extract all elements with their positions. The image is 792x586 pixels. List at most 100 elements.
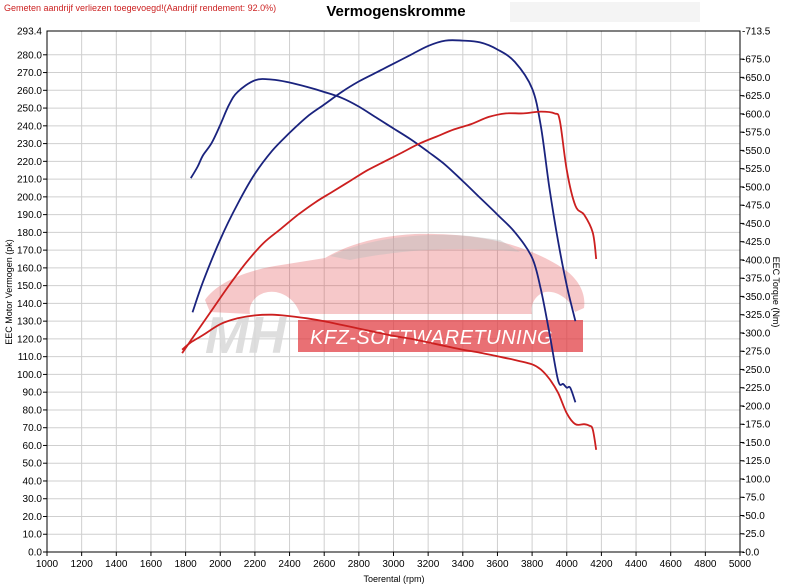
x-tick-label: 4600 (660, 559, 683, 570)
right-tick-label: -125.0 (742, 456, 771, 467)
right-tick-label: -400.0 (742, 255, 771, 266)
right-tick-label: -100.0 (742, 474, 771, 485)
right-tick-label: -625.0 (742, 91, 771, 102)
left-tick-label: 250.0 (17, 104, 42, 115)
x-tick-label: 3600 (486, 559, 509, 570)
right-tick-label: -375.0 (742, 274, 771, 285)
watermark-brand-text: KFZ-SOFTWARETUNING (310, 327, 553, 349)
y-axis-right-label: EEC Torque (Nm) (771, 257, 781, 328)
x-tick-label: 1000 (36, 559, 59, 570)
x-tick-label: 3000 (382, 559, 405, 570)
watermark-car-silhouette (205, 233, 585, 314)
left-tick-label: 20.0 (23, 512, 43, 523)
watermark-car-roof (330, 234, 520, 260)
right-tick-label: -75.0 (742, 493, 765, 504)
right-tick-label: -600.0 (742, 109, 771, 120)
x-tick-label: 1600 (140, 559, 163, 570)
tuned-torque-line (190, 78, 577, 403)
left-tick-label: 180.0 (17, 228, 42, 239)
left-tick-label: 140.0 (17, 299, 42, 310)
x-tick-label: 2400 (278, 559, 301, 570)
right-tick-label: -0.0 (742, 548, 760, 559)
tuned-power-line (191, 39, 577, 322)
right-tick-label: -525.0 (742, 164, 771, 175)
left-top-label: 293.4 (17, 27, 42, 38)
x-tick-label: 3200 (417, 559, 440, 570)
right-tick-label: -475.0 (742, 201, 771, 212)
left-tick-label: 190.0 (17, 210, 42, 221)
x-tick-label: 4800 (694, 559, 717, 570)
chart-title: Vermogenskromme (326, 3, 466, 20)
left-tick-label: 200.0 (17, 192, 42, 203)
left-tick-label: 120.0 (17, 334, 42, 345)
left-tick-label: 60.0 (23, 441, 43, 452)
x-tick-label: 1400 (105, 559, 128, 570)
right-top-label: -713.5 (742, 27, 771, 38)
x-tick-label: 4000 (556, 559, 579, 570)
right-tick-label: -425.0 (742, 237, 771, 248)
right-tick-label: -200.0 (742, 401, 771, 412)
drivetrain-loss-note: Gemeten aandrijf verliezen toegevoegd!(A… (4, 3, 277, 13)
left-tick-label: 260.0 (17, 86, 42, 97)
left-tick-label: 70.0 (23, 423, 43, 434)
left-tick-label: 220.0 (17, 157, 42, 168)
left-axis-ticks: 0.0 10.0 20.0 30.0 40.0 50.0 60.0 70.0 80.0 90.0 1… (17, 27, 47, 559)
left-tick-label: 150.0 (17, 281, 42, 292)
right-tick-label: -150.0 (742, 438, 771, 449)
left-tick-label: 130.0 (17, 317, 42, 328)
right-tick-label: -500.0 (742, 182, 771, 193)
right-tick-label: -575.0 (742, 128, 771, 139)
series-layer (181, 39, 598, 450)
title-backdrop (510, 2, 700, 22)
left-tick-label: 210.0 (17, 175, 42, 186)
left-tick-label: 0.0 (28, 548, 42, 559)
right-tick-label: -675.0 (742, 55, 771, 66)
right-tick-label: -225.0 (742, 383, 771, 394)
x-tick-label: 1800 (174, 559, 197, 570)
x-tick-label: 2600 (313, 559, 336, 570)
x-axis-label: Toerental (rpm) (363, 574, 424, 584)
left-tick-label: 50.0 (23, 459, 43, 470)
x-tick-label: 3800 (521, 559, 544, 570)
right-tick-label: -275.0 (742, 347, 771, 358)
left-tick-label: 80.0 (23, 405, 43, 416)
left-tick-label: 40.0 (23, 476, 43, 487)
right-tick-label: -450.0 (742, 219, 771, 230)
left-tick-label: 240.0 (17, 121, 42, 132)
right-tick-label: -650.0 (742, 73, 771, 84)
x-tick-label: 2800 (348, 559, 371, 570)
left-tick-label: 10.0 (23, 530, 43, 541)
x-tick-label: 2000 (209, 559, 232, 570)
right-tick-label: -50.0 (742, 511, 765, 522)
left-tick-label: 170.0 (17, 246, 42, 257)
x-axis-ticks: 1000 1200 1400 1600 1800 2000 2200 2400 2600 2800… (36, 552, 752, 570)
grid (47, 31, 740, 552)
x-tick-label: 1200 (71, 559, 94, 570)
x-tick-label: 4200 (590, 559, 613, 570)
right-tick-label: -350.0 (742, 292, 771, 303)
stock-torque-line (181, 313, 598, 450)
x-tick-label: 2200 (244, 559, 267, 570)
left-tick-label: 230.0 (17, 139, 42, 150)
left-tick-label: 280.0 (17, 50, 42, 61)
right-tick-label: -25.0 (742, 529, 765, 540)
left-tick-label: 30.0 (23, 494, 43, 505)
right-tick-label: -300.0 (742, 328, 771, 339)
stock-power-line (181, 110, 598, 354)
watermark: MH KFZ-SOFTWARETUNING (205, 233, 585, 365)
right-axis-ticks: -0.0 -25.0 -50.0 -75.0 -100.0 -125.0 -150.0 -17… (740, 27, 771, 559)
right-tick-label: -325.0 (742, 310, 771, 321)
right-tick-label: -550.0 (742, 146, 771, 157)
right-tick-label: -175.0 (742, 420, 771, 431)
y-axis-left-label: EEC Motor Vermogen (pk) (4, 239, 14, 345)
left-tick-label: 110.0 (18, 352, 43, 363)
x-tick-label: 5000 (729, 559, 752, 570)
left-tick-label: 90.0 (23, 388, 43, 399)
x-tick-label: 4400 (625, 559, 648, 570)
left-tick-label: 100.0 (17, 370, 42, 381)
x-tick-label: 3400 (452, 559, 475, 570)
right-tick-label: -250.0 (742, 365, 771, 376)
left-tick-label: 160.0 (17, 263, 42, 274)
left-tick-label: 270.0 (17, 68, 42, 79)
